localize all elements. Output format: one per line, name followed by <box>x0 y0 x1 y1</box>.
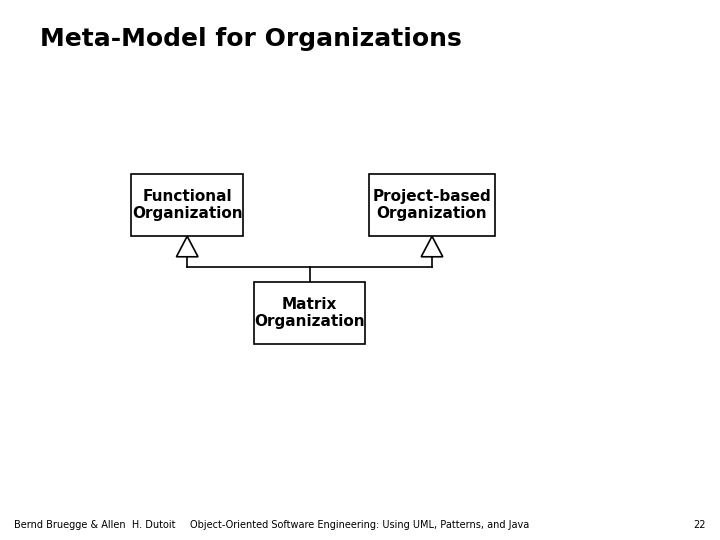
FancyBboxPatch shape <box>132 174 243 237</box>
Text: Bernd Bruegge & Allen  H. Dutoit: Bernd Bruegge & Allen H. Dutoit <box>14 520 176 530</box>
FancyBboxPatch shape <box>369 174 495 237</box>
Text: Object-Oriented Software Engineering: Using UML, Patterns, and Java: Object-Oriented Software Engineering: Us… <box>190 520 530 530</box>
Text: Project-based
Organization: Project-based Organization <box>373 189 491 221</box>
Text: Matrix
Organization: Matrix Organization <box>254 297 365 329</box>
Polygon shape <box>421 237 443 257</box>
FancyBboxPatch shape <box>253 282 365 345</box>
Text: 22: 22 <box>693 520 706 530</box>
Polygon shape <box>176 237 198 257</box>
Text: Meta-Model for Organizations: Meta-Model for Organizations <box>40 27 462 51</box>
Text: Functional
Organization: Functional Organization <box>132 189 243 221</box>
